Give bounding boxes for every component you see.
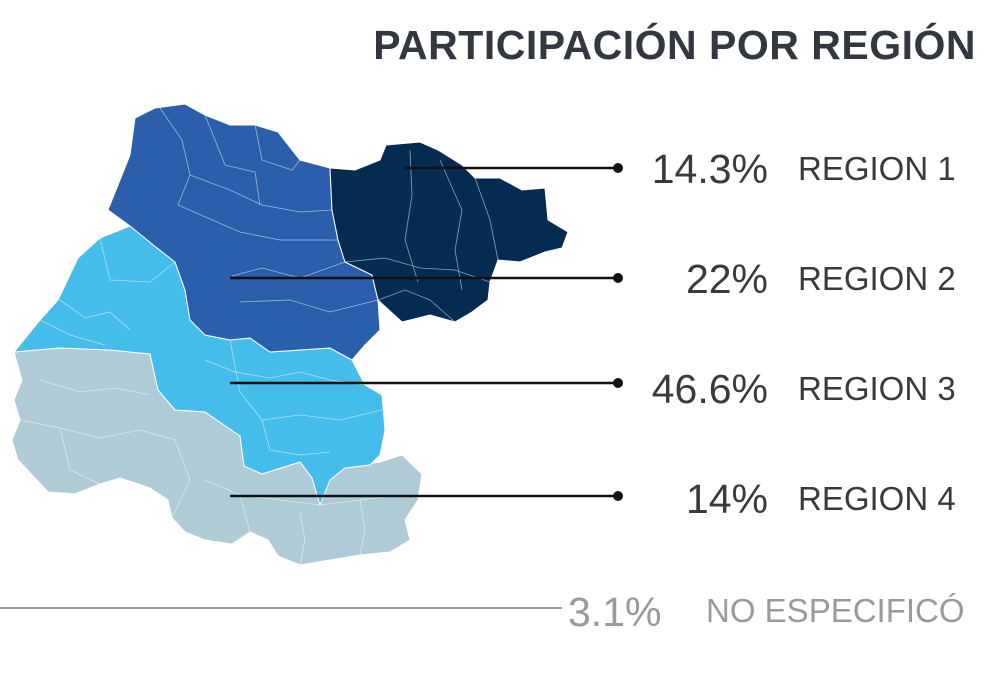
leader-lines <box>0 163 623 609</box>
region-1-percent: 14.3% <box>651 146 768 192</box>
region-4-percent: 14% <box>685 476 768 522</box>
no-especifico-percent: 3.1% <box>568 589 662 635</box>
leader-dot-region-1 <box>613 163 623 173</box>
region-2-label: REGION 2 <box>798 260 956 297</box>
leader-dot-region-3 <box>613 378 623 388</box>
leader-dot-region-4 <box>613 491 623 501</box>
region-3-percent: 46.6% <box>651 366 768 412</box>
region-4-label: REGION 4 <box>798 480 956 517</box>
region-2-percent: 22% <box>685 256 768 302</box>
leader-dot-region-2 <box>613 273 623 283</box>
region-1-label: REGION 1 <box>798 150 956 187</box>
no-especifico-label: NO ESPECIFICÓ <box>706 592 965 629</box>
region-3-label: REGION 3 <box>798 370 956 407</box>
page-title: PARTICIPACIÓN POR REGIÓN <box>373 22 976 68</box>
